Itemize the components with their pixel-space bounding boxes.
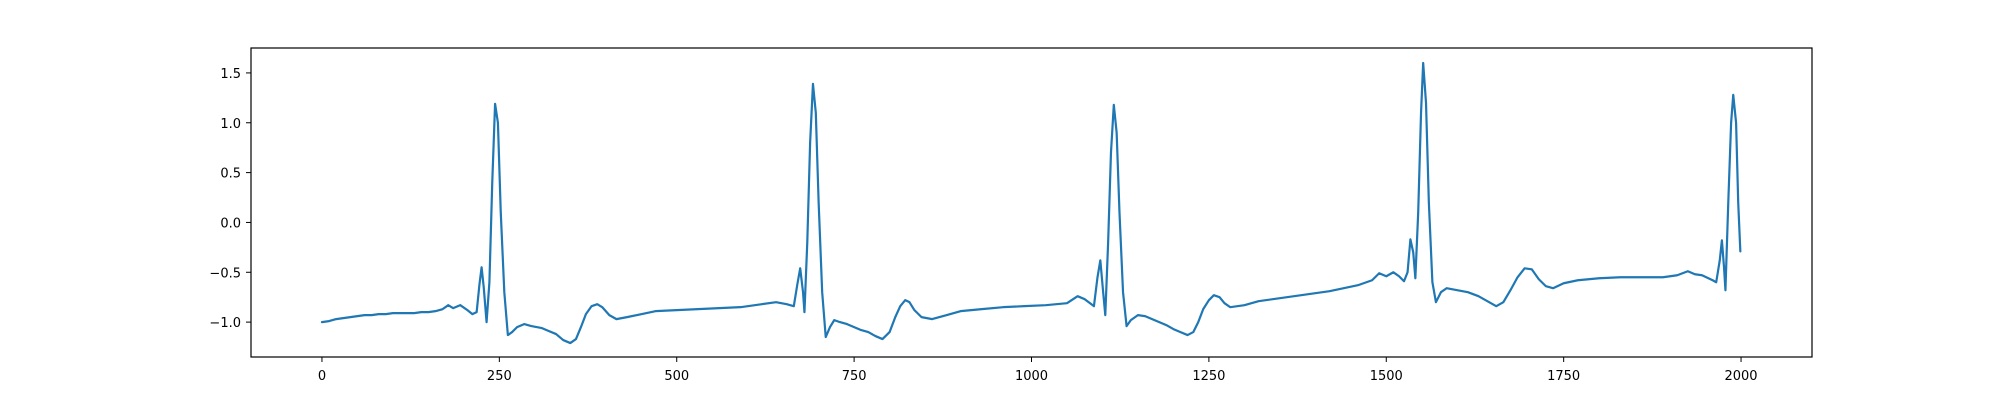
x-tick-label: 0	[318, 369, 326, 384]
y-tick-label: −0.5	[209, 266, 241, 281]
x-tick-label: 1500	[1370, 369, 1403, 384]
y-tick-label: 0.0	[220, 216, 241, 231]
y-tick-label: 0.5	[220, 167, 241, 182]
x-tick-label: 1250	[1192, 369, 1225, 384]
x-tick-label: 500	[664, 369, 689, 384]
y-tick-label: 1.5	[220, 67, 241, 82]
x-tick-label: 750	[842, 369, 867, 384]
x-tick-label: 2000	[1724, 369, 1757, 384]
y-tick-label: 1.0	[220, 117, 241, 132]
x-tick-label: 250	[487, 369, 512, 384]
x-tick-label: 1000	[1015, 369, 1048, 384]
y-tick-label: −1.0	[209, 316, 241, 331]
x-tick-label: 1750	[1547, 369, 1580, 384]
series-line-0	[320, 61, 1742, 345]
